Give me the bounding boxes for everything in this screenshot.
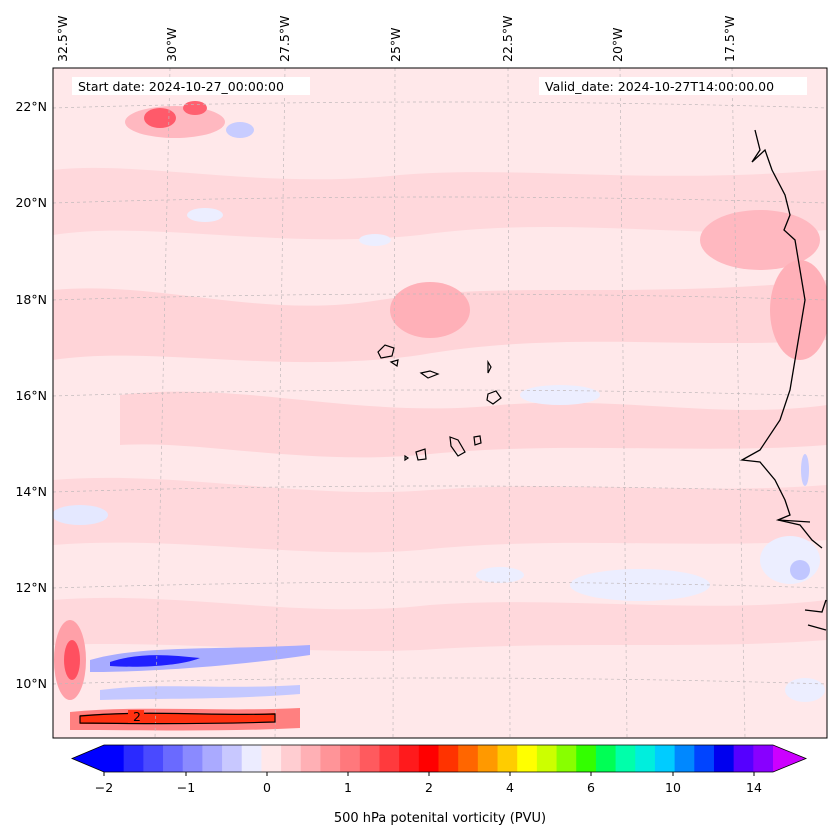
cb-tick-14: 14 (746, 780, 762, 795)
colorbar-segment (438, 745, 459, 772)
cb-tick-10: 10 (665, 780, 681, 795)
colorbar-segment (536, 745, 558, 772)
start-date-box (72, 77, 310, 95)
colorbar-segment (753, 745, 774, 772)
lat-label-22n: 22°N (15, 99, 47, 114)
colorbar-segment (222, 745, 243, 772)
colorbar-segment (615, 745, 636, 772)
colorbar-segment (379, 745, 400, 772)
cb-tick-2: 2 (425, 780, 433, 795)
colorbar-segment (713, 745, 735, 772)
colorbar-min-extend (72, 745, 104, 772)
colorbar-segment (654, 745, 676, 772)
colorbar-segment (359, 745, 380, 772)
colorbar-segment (261, 745, 282, 772)
colorbar-label: 500 hPa potenital vorticity (PVU) (334, 811, 546, 826)
colorbar-segment (674, 745, 695, 772)
colorbar-segment (576, 745, 597, 772)
colorbar-segment (300, 745, 321, 772)
start-date-text: Start date: 2024-10-27_00:00:00 (78, 79, 284, 94)
colorbar-segment (458, 745, 479, 772)
contour-label-bg (128, 710, 144, 723)
colorbar-segment (123, 745, 144, 772)
cb-tick-neg2: −2 (95, 780, 113, 795)
valid-date-text: Valid_date: 2024-10-27T14:00:00.00 (545, 79, 774, 94)
graticule (53, 68, 827, 738)
colorbar-segment (320, 745, 341, 772)
valid-date-box (539, 77, 807, 95)
colorbar-segment (497, 745, 518, 772)
map-frame (52, 67, 828, 739)
colorbar-segment (241, 745, 262, 772)
lon-label-27-5w: 27.5°W (277, 16, 292, 62)
lat-label-20n: 20°N (15, 195, 47, 210)
colorbar-segment (477, 745, 499, 772)
lat-label-12n: 12°N (15, 580, 47, 595)
lon-label-30w: 30°W (164, 27, 179, 62)
colorbar-segment (281, 745, 302, 772)
lon-label-17-5w: 17.5°W (722, 16, 737, 62)
colorbar-segment (694, 745, 715, 772)
colorbar-segment (104, 745, 125, 772)
colorbar-segment (733, 745, 754, 772)
lat-label-10n: 10°N (15, 676, 47, 691)
colorbar-segment (202, 745, 223, 772)
lon-label-22-5w: 22.5°W (500, 16, 515, 62)
colorbar-segment (340, 745, 361, 772)
colorbar (70, 744, 808, 776)
contour-label: 2 (133, 709, 141, 724)
colorbar-segment (182, 745, 203, 772)
lat-label-18n: 18°N (15, 292, 47, 307)
lon-label-25w: 25°W (388, 27, 403, 62)
colorbar-segment (556, 745, 577, 772)
colorbar-segment (399, 745, 420, 772)
pv-field (53, 101, 827, 731)
lon-label-20w: 20°W (610, 27, 625, 62)
cb-tick-6: 6 (587, 780, 595, 795)
cb-tick-4: 4 (506, 780, 514, 795)
coastline (739, 129, 827, 631)
lat-label-14n: 14°N (15, 484, 47, 499)
lon-label-32-5w: 32.5°W (55, 16, 70, 62)
cb-tick-neg1: −1 (177, 780, 195, 795)
lat-label-16n: 16°N (15, 388, 47, 403)
colorbar-segment (517, 745, 538, 772)
cb-tick-1: 1 (344, 780, 352, 795)
colorbar-segment (635, 745, 656, 772)
cb-tick-0: 0 (263, 780, 271, 795)
colorbar-segment (595, 745, 617, 772)
cape-verde-islands (79, 344, 502, 725)
colorbar-max-extend (773, 745, 806, 772)
colorbar-segment (418, 745, 439, 772)
colorbar-segment (143, 745, 164, 772)
colorbar-segment (163, 745, 184, 772)
